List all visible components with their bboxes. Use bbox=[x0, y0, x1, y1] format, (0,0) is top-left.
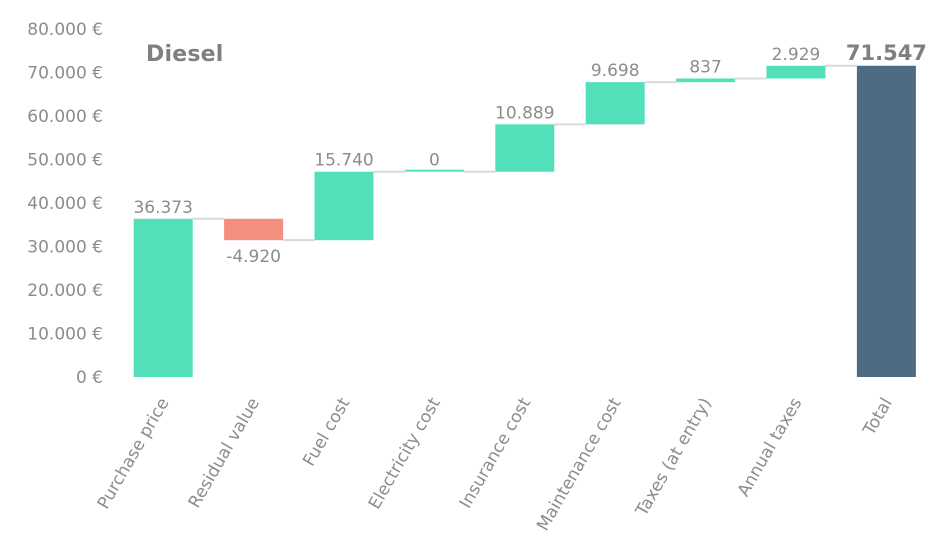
x-tick-label: Insurance cost bbox=[456, 394, 536, 512]
x-tick-label: Maintenance cost bbox=[533, 394, 626, 534]
y-tick-label: 20.000 € bbox=[27, 281, 103, 301]
bar bbox=[314, 171, 374, 241]
data-labels: 36.373 -4.920 15.740 0 10.889 9.698 837 2.929 71… bbox=[133, 41, 926, 267]
x-tick-label: Electricity cost bbox=[365, 394, 445, 513]
x-tick-label: Fuel cost bbox=[299, 394, 354, 470]
y-tick-label: 70.000 € bbox=[27, 64, 103, 84]
data-label: -4.920 bbox=[226, 247, 281, 267]
chart-title: Diesel bbox=[146, 42, 224, 67]
x-axis: Purchase price Residual value Fuel cost Ele… bbox=[94, 394, 897, 534]
data-label: 2.929 bbox=[772, 45, 821, 65]
x-tick-label: Residual value bbox=[185, 395, 264, 512]
data-label: 71.547 bbox=[846, 41, 927, 65]
data-label: 837 bbox=[689, 58, 721, 78]
bar bbox=[133, 218, 193, 377]
y-tick-label: 60.000 € bbox=[27, 107, 103, 127]
data-label: 9.698 bbox=[591, 61, 640, 81]
bar bbox=[404, 169, 464, 172]
bars bbox=[133, 65, 916, 377]
data-label: 0 bbox=[429, 151, 440, 171]
y-tick-label: 50.000 € bbox=[27, 151, 103, 171]
data-label: 10.889 bbox=[495, 103, 554, 123]
bar bbox=[766, 65, 826, 79]
y-tick-label: 80.000 € bbox=[27, 20, 103, 40]
bar bbox=[495, 124, 555, 172]
y-tick-label: 30.000 € bbox=[27, 238, 103, 258]
connector-lines bbox=[192, 64, 857, 242]
y-tick-label: 0 € bbox=[76, 368, 103, 388]
data-label: 15.740 bbox=[314, 151, 373, 171]
x-tick-label: Taxes (at entry) bbox=[632, 395, 716, 521]
x-tick-label: Total bbox=[859, 395, 897, 440]
y-tick-label: 40.000 € bbox=[27, 194, 103, 214]
data-label: 36.373 bbox=[133, 198, 192, 218]
bar bbox=[856, 65, 916, 377]
y-axis: 0 € 10.000 € 20.000 € 30.000 € 40.000 € 50.00… bbox=[27, 20, 103, 388]
x-tick-label: Annual taxes bbox=[734, 394, 807, 500]
bar bbox=[585, 82, 645, 125]
bar bbox=[224, 218, 284, 241]
y-tick-label: 10.000 € bbox=[27, 325, 103, 345]
x-tick-label: Purchase price bbox=[94, 395, 174, 513]
bar bbox=[676, 78, 736, 83]
